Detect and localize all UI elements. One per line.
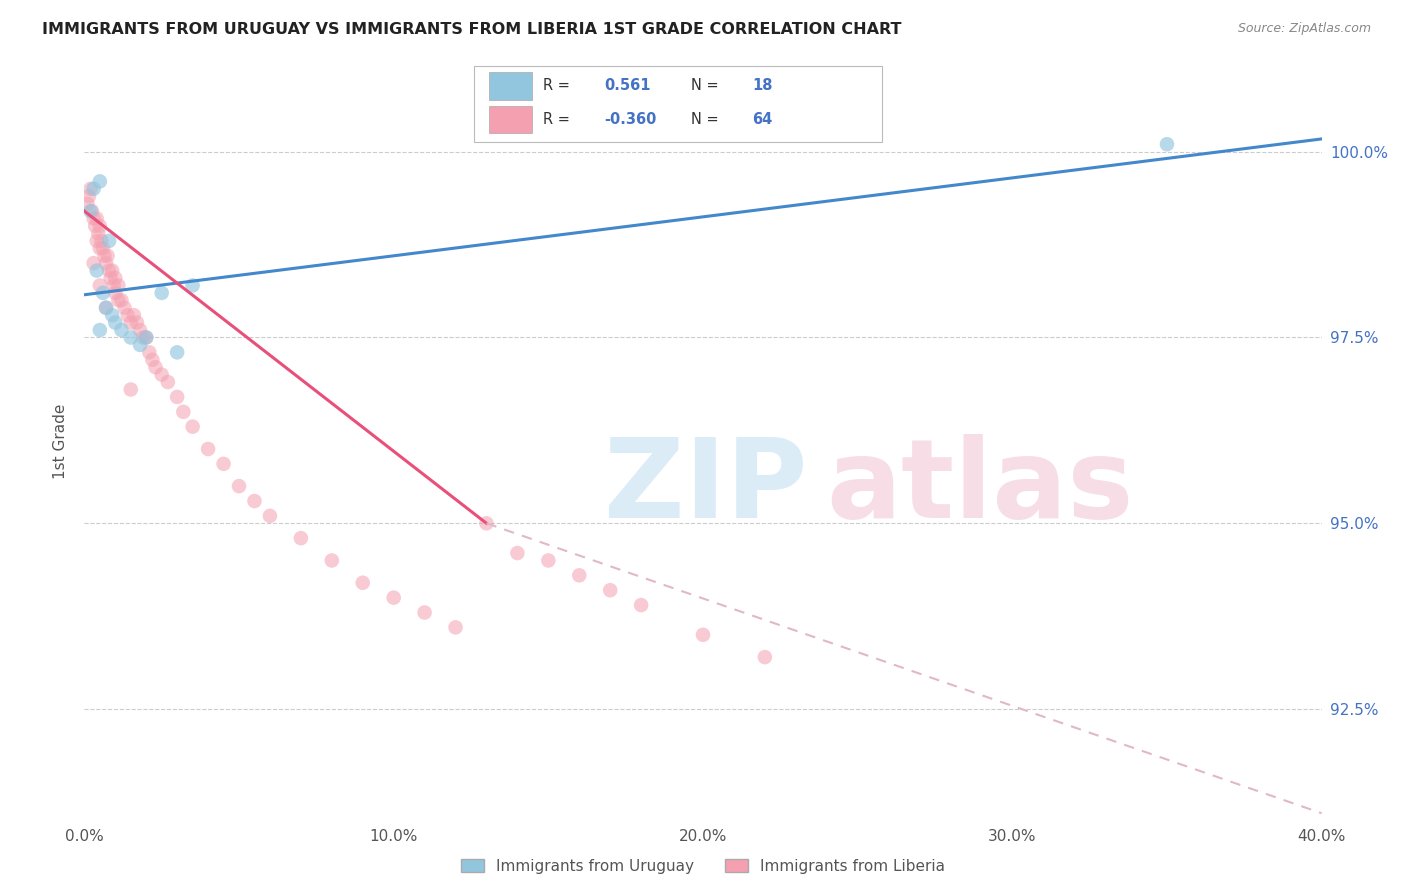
Point (120, 383, 142, 397)
Point (76, 196, 98, 211)
Text: -0.360: -0.360 (605, 112, 657, 127)
Point (83, 211, 105, 226)
Point (82, 204, 104, 219)
Point (79, 204, 101, 219)
Point (150, 368, 173, 382)
Point (91, 285, 114, 300)
Point (86, 211, 108, 226)
Point (104, 271, 127, 285)
Point (94, 301, 117, 315)
Point (382, 591, 405, 605)
Point (104, 285, 127, 300)
FancyBboxPatch shape (474, 66, 883, 142)
Point (413, 606, 436, 620)
Point (166, 345, 188, 359)
Point (110, 293, 132, 308)
Point (86, 263, 108, 277)
Point (475, 516, 498, 531)
Point (79, 182, 101, 196)
Point (141, 352, 163, 367)
Point (84, 219, 107, 233)
Point (120, 316, 142, 330)
Text: N =: N = (690, 78, 723, 94)
Point (172, 405, 194, 419)
Point (197, 442, 219, 456)
Point (103, 278, 125, 293)
Point (110, 323, 132, 337)
Point (506, 546, 529, 560)
Point (90, 234, 112, 248)
Point (100, 271, 122, 285)
Point (87, 227, 110, 241)
Point (89, 174, 111, 188)
Text: IMMIGRANTS FROM URUGUAY VS IMMIGRANTS FROM LIBERIA 1ST GRADE CORRELATION CHART: IMMIGRANTS FROM URUGUAY VS IMMIGRANTS FR… (42, 22, 901, 37)
Point (444, 620, 467, 634)
Text: 64: 64 (752, 112, 773, 127)
Point (537, 553, 560, 567)
Point (77, 189, 100, 203)
Point (630, 598, 652, 612)
Point (120, 330, 142, 344)
Point (83, 182, 105, 196)
Point (135, 330, 157, 344)
Point (145, 360, 167, 375)
Point (98, 263, 121, 277)
Point (181, 278, 204, 293)
Text: 18: 18 (752, 78, 773, 94)
Point (114, 301, 136, 315)
FancyBboxPatch shape (489, 72, 533, 100)
Point (98, 234, 121, 248)
Text: Source: ZipAtlas.com: Source: ZipAtlas.com (1237, 22, 1371, 36)
Point (259, 508, 281, 523)
Point (150, 285, 173, 300)
Point (156, 375, 179, 389)
Point (692, 628, 714, 642)
Point (125, 316, 148, 330)
Point (243, 494, 266, 508)
Point (166, 390, 188, 404)
Point (352, 575, 374, 590)
Legend: Immigrants from Uruguay, Immigrants from Liberia: Immigrants from Uruguay, Immigrants from… (456, 853, 950, 880)
Text: ZIP: ZIP (605, 434, 807, 541)
Point (212, 457, 235, 471)
Point (132, 330, 155, 344)
Point (129, 323, 152, 337)
Text: R =: R = (543, 78, 575, 94)
Point (107, 278, 129, 293)
Point (94, 256, 117, 270)
Point (129, 338, 152, 352)
Point (138, 345, 160, 359)
Point (135, 330, 157, 344)
Point (89, 278, 111, 293)
Point (117, 308, 139, 322)
Point (91, 241, 114, 255)
Text: R =: R = (543, 112, 575, 127)
Point (1156, 137, 1178, 152)
Point (94, 301, 117, 315)
Point (93, 249, 115, 263)
Point (181, 419, 204, 434)
Point (321, 553, 343, 567)
Point (83, 256, 105, 270)
Point (290, 531, 312, 545)
Point (104, 316, 127, 330)
Point (96, 249, 118, 263)
Point (86, 234, 108, 248)
Point (754, 650, 776, 665)
Point (101, 308, 124, 322)
FancyBboxPatch shape (489, 105, 533, 133)
Text: atlas: atlas (827, 434, 1135, 541)
Point (89, 323, 111, 337)
Point (599, 583, 621, 598)
Point (89, 219, 111, 233)
Point (101, 263, 124, 277)
Text: N =: N = (690, 112, 723, 127)
Point (122, 308, 145, 322)
Point (89, 241, 111, 255)
Y-axis label: 1st Grade: 1st Grade (53, 404, 69, 479)
Point (107, 293, 129, 308)
Text: 0.561: 0.561 (605, 78, 651, 94)
Point (568, 568, 591, 582)
Point (228, 479, 250, 493)
